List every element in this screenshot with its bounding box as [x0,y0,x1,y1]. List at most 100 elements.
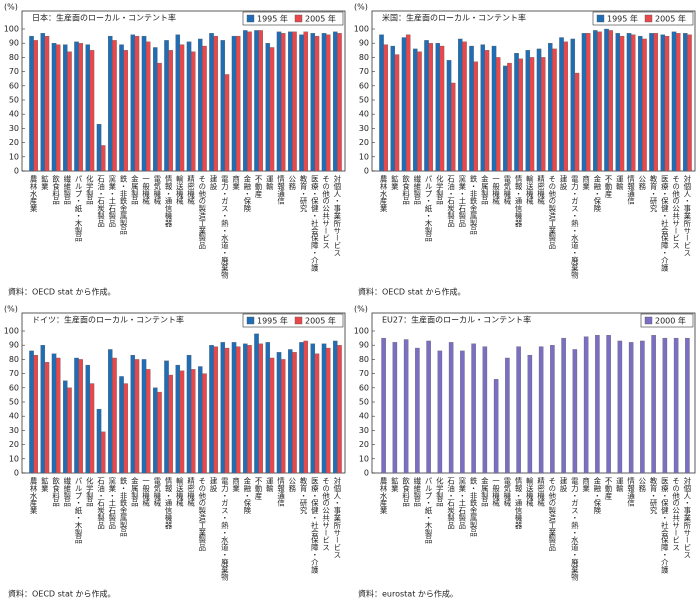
x-tick-label: 農林水産業 [379,477,388,516]
bar [482,346,488,474]
bar [175,364,181,474]
bar [574,72,580,172]
bar [626,33,632,172]
x-tick-label: 飲食料品 [401,477,410,508]
bar [507,62,512,172]
bar [491,45,497,172]
x-tick-label: パルプ・紙・木製品 [424,477,433,545]
bar [74,41,79,172]
bar [265,43,271,172]
y-axis-label: (%) [354,3,368,12]
bar [164,360,169,474]
bar [254,333,259,474]
bar [417,51,422,172]
x-tick-label: 窯業・土石製品 [108,477,117,530]
bar [525,50,531,172]
chart-title: 米国：生産面のローカル・コンテント率 [382,13,526,23]
bar [514,52,519,172]
x-tick-label: 対個人・事業所サービス [333,175,342,257]
x-tick-label: 一般機械 [491,477,500,508]
y-tick-label: 90 [9,341,19,350]
bar [450,82,456,172]
bar [505,357,510,474]
x-tick-label: 農林水産業 [29,175,38,214]
y-tick-label: 50 [359,96,369,105]
bar [552,48,557,172]
bar [660,34,666,172]
bar [55,44,61,172]
x-tick-label: 一般機械 [491,175,500,206]
y-tick-label: 70 [359,369,369,378]
bar [198,366,203,474]
x-tick-label: 不動産 [604,477,613,500]
bar [493,379,499,474]
y-tick-label: 100 [354,25,369,34]
x-tick-label: 鉱業 [40,477,49,493]
bar [484,50,490,172]
bar [258,30,263,172]
x-tick-label: 金属製品 [130,477,139,508]
x-tick-label: 化学製品 [85,477,94,508]
legend-label: 1995 年 [257,14,288,24]
bar [292,31,297,172]
x-tick-label: 鉱業 [390,477,399,493]
x-tick-label: 鉄・非鉄金属製品 [119,477,128,538]
bar [209,33,214,172]
bar [383,44,388,172]
bar [168,50,173,172]
x-tick-label: 窯業・土石製品 [458,477,467,530]
x-tick-label: 一般機械 [141,175,150,206]
bar [651,335,656,474]
x-tick-label: 不動産 [254,477,263,500]
bar [585,33,591,172]
x-tick-label: 公務 [288,175,297,191]
y-tick-label: 30 [359,426,369,435]
bar [303,31,308,172]
x-tick-label: 教育・研究 [299,175,308,214]
y-tick-label: 80 [359,355,369,364]
y-tick-label: 100 [4,327,19,336]
x-tick-label: 飲食料品 [51,175,60,206]
bar [529,57,535,172]
y-tick-label: 40 [9,110,19,119]
bar [333,31,338,172]
bar [401,37,407,172]
x-tick-label: 繊維製品 [413,175,422,206]
bar [145,41,151,172]
y-tick-label: 90 [359,341,369,350]
bar [460,350,465,474]
bar [604,28,609,172]
y-tick-label: 90 [9,39,19,48]
x-tick-label: 対個人・事業所サービス [333,477,342,559]
y-tick-label: 10 [9,152,19,161]
bar [437,350,443,474]
bar [108,35,113,172]
bar [392,342,398,474]
bar [123,383,128,474]
bar [288,31,293,172]
bar [597,31,602,172]
bar [198,38,203,172]
x-tick-label: 電力・ガス・熱・水道・廃棄物 [570,477,579,582]
x-tick-label: 情報通信 [276,175,285,206]
bar [40,33,46,172]
bar [548,43,553,172]
chart-title: ドイツ：生産面のローカル・コンテント率 [32,315,184,325]
x-tick-label: 商業 [581,477,590,493]
y-tick-label: 60 [359,383,369,392]
x-tick-label: 化学製品 [85,175,94,206]
bar [78,43,83,172]
x-tick-label: 教育・研究 [649,175,658,214]
y-axis-label: (%) [4,3,18,12]
x-tick-label: 鉱業 [40,175,49,191]
bar [583,336,589,474]
legend-swatch [246,14,255,23]
chart-title: EU27：生産面のローカル・コンテント率 [382,315,531,325]
x-tick-label: 金属製品 [130,175,139,206]
bar [89,383,95,474]
y-tick-label: 70 [9,369,19,378]
bar [276,31,282,172]
bar [570,38,576,172]
x-tick-label: 金融・保険 [243,175,252,214]
x-tick-label: その他の製造工業製品 [548,175,557,250]
